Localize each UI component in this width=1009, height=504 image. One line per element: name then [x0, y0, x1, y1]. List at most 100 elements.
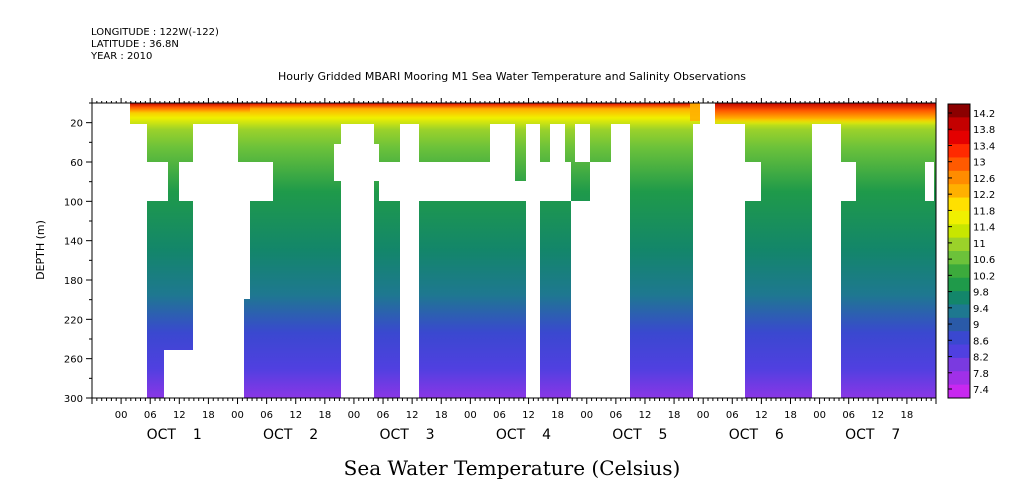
- longitude-label: LONGITUDE : 122W(-122): [91, 27, 219, 38]
- colorbar-label: 10.2: [973, 271, 995, 282]
- gap: [419, 162, 490, 201]
- gap: [147, 162, 168, 201]
- colorbar-label: 12.6: [973, 174, 995, 185]
- y-tick-label: 220: [64, 315, 83, 326]
- x-tick-label: 18: [668, 410, 681, 421]
- colorbar-swatch: [948, 237, 970, 252]
- gap: [374, 144, 379, 181]
- gap: [238, 201, 250, 299]
- gap: [164, 350, 194, 398]
- colorbar-label: 7.8: [973, 369, 989, 380]
- gap: [379, 162, 400, 201]
- x-tick-label: 06: [493, 410, 506, 421]
- colorbar-label: 12.2: [973, 190, 995, 201]
- colorbar-swatch: [948, 157, 970, 172]
- colorbar-label: 10.6: [973, 255, 995, 266]
- x-day-label: OCT: [496, 427, 526, 443]
- x-tick-label: 12: [173, 410, 186, 421]
- x-tick-label: 12: [639, 410, 652, 421]
- gap: [745, 162, 761, 201]
- gap: [341, 124, 374, 398]
- x-tick-label: 06: [609, 410, 622, 421]
- gap: [526, 124, 540, 398]
- x-tick-label: 12: [406, 410, 419, 421]
- x-day-number: 3: [426, 427, 435, 443]
- x-day-number: 7: [891, 427, 900, 443]
- colorbar-label: 11.4: [973, 223, 995, 234]
- colorbar-label: 8.2: [973, 353, 989, 364]
- x-tick-label: 18: [202, 410, 215, 421]
- colorbar-swatch: [948, 130, 970, 145]
- x-axis: 00 06 12 18 00 06 12 18 00 06 12 18 00 06 12 18 00 06 12 18…: [91, 98, 937, 443]
- colorbar-swatch: [948, 344, 970, 359]
- x-tick-label: 00: [231, 410, 244, 421]
- x-day-label: OCT: [729, 427, 759, 443]
- x-tick-label: 12: [871, 410, 884, 421]
- x-day-label: OCT: [845, 427, 875, 443]
- colorbar-label: 9.4: [973, 304, 989, 315]
- colorbar-label: 8.6: [973, 336, 989, 347]
- colorbar-swatch: [948, 170, 970, 185]
- x-day-number: 2: [309, 427, 318, 443]
- colorbar-swatch: [948, 264, 970, 279]
- gap: [575, 124, 590, 162]
- x-day-label: OCT: [263, 427, 293, 443]
- x-day-number: 5: [659, 427, 668, 443]
- x-day-number: 4: [542, 427, 551, 443]
- colorbar-swatch: [948, 291, 970, 305]
- x-tick-label: 06: [144, 410, 157, 421]
- colorbar-swatch: [948, 104, 970, 118]
- y-tick-label: 20: [70, 119, 83, 130]
- colorbar-swatch: [948, 277, 970, 292]
- x-tick-label: 18: [551, 410, 564, 421]
- x-tick-label: 12: [522, 410, 535, 421]
- gap: [925, 162, 934, 201]
- gap: [700, 103, 715, 125]
- x-tick-label: 18: [318, 410, 331, 421]
- chart-title: Hourly Gridded MBARI Mooring M1 Sea Wate…: [278, 70, 746, 83]
- x-tick-label: 18: [435, 410, 448, 421]
- y-tick-label: 180: [64, 276, 83, 287]
- colorbar-label: 13.8: [973, 125, 995, 136]
- bottom-title: Sea Water Temperature (Celsius): [344, 456, 681, 480]
- colorbar-label: 9.8: [973, 288, 989, 299]
- x-day-number: 6: [775, 427, 784, 443]
- colorbar-swatch: [948, 117, 970, 132]
- gap: [193, 124, 238, 398]
- x-tick-label: 06: [726, 410, 739, 421]
- x-tick-label: 06: [842, 410, 855, 421]
- colorbar: 14.2 13.8 13.4 13 12.6 12.2 11.8 11.4 11 10.6 10.2…: [947, 103, 995, 399]
- x-tick-label: 00: [813, 410, 826, 421]
- colorbar-label: 11: [973, 239, 986, 250]
- colorbar-swatch: [948, 304, 970, 319]
- colorbar-label: 14.2: [973, 109, 995, 120]
- colorbar-swatch: [948, 184, 970, 199]
- gap: [238, 162, 273, 201]
- x-tick-label: 06: [377, 410, 390, 421]
- colorbar-swatch: [948, 331, 970, 346]
- x-tick-label: 00: [580, 410, 593, 421]
- field-warm-surface-3: [690, 103, 700, 121]
- colorbar-swatch: [948, 144, 970, 158]
- y-tick-label: 300: [64, 394, 83, 405]
- x-tick-label: 18: [901, 410, 914, 421]
- gap: [179, 162, 193, 201]
- colorbar-swatch: [948, 317, 970, 332]
- gap: [540, 162, 550, 201]
- gap: [238, 299, 244, 398]
- gap: [92, 124, 147, 398]
- x-tick-label: 00: [464, 410, 477, 421]
- x-tick-label: 12: [755, 410, 768, 421]
- y-tick-label: 60: [70, 158, 83, 169]
- gap: [400, 124, 419, 398]
- year-label: YEAR : 2010: [90, 51, 152, 62]
- gap: [490, 124, 515, 201]
- colorbar-label: 13: [973, 158, 986, 169]
- colorbar-swatch: [948, 210, 970, 225]
- colorbar-label: 7.4: [973, 385, 989, 396]
- x-day-number: 1: [193, 427, 202, 443]
- colorbar-label: 11.8: [973, 206, 995, 217]
- gap: [334, 144, 341, 181]
- gap: [611, 124, 630, 398]
